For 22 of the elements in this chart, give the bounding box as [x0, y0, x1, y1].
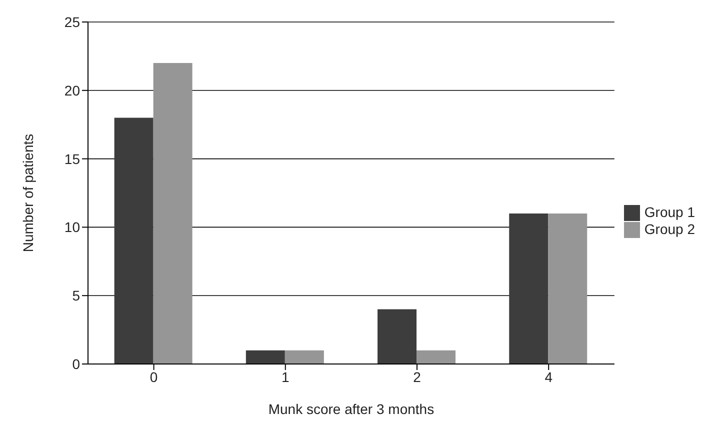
bar [548, 214, 588, 364]
bar [416, 350, 456, 364]
x-tick-label: 1 [282, 368, 290, 385]
legend-label: Group 2 [644, 221, 695, 237]
bar [114, 118, 154, 364]
bar [378, 309, 417, 364]
y-tick-label: 15 [64, 150, 80, 167]
bar [509, 214, 548, 364]
x-tick-label: 0 [150, 368, 158, 385]
x-tick-label: 2 [413, 368, 422, 385]
y-tick-label: 20 [64, 82, 80, 98]
y-tick-label: 25 [64, 14, 80, 30]
bar [284, 350, 324, 364]
legend-label: Group 1 [644, 204, 695, 220]
x-axis-title: Munk score after 3 months [268, 401, 434, 417]
y-tick-label: 10 [64, 219, 80, 236]
bar [153, 63, 192, 364]
y-tick-label: 5 [72, 288, 80, 304]
bar [246, 350, 285, 364]
y-tick-label: 0 [72, 356, 80, 372]
y-axis-title: Number of patients [20, 134, 36, 252]
x-tick-label: 4 [544, 368, 553, 385]
